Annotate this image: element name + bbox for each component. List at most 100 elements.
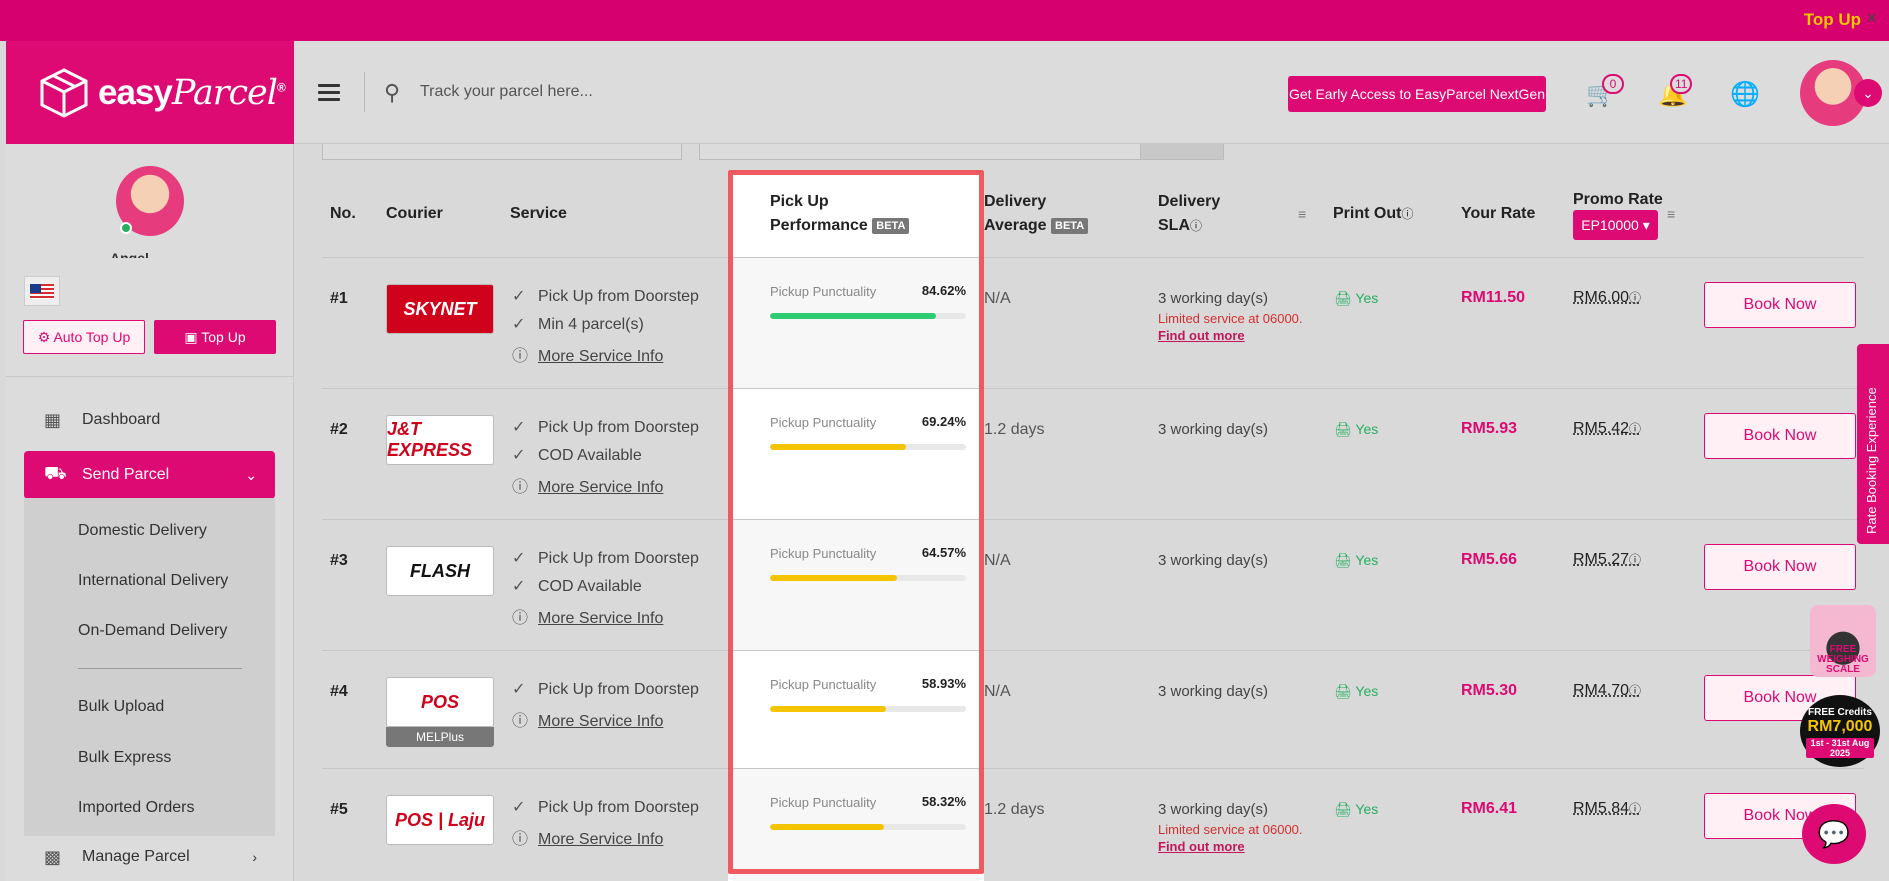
book-now-button[interactable]: Book Now [1704,544,1856,590]
top-up-link[interactable]: Top Up [1803,10,1861,29]
pickup-punctuality: Pickup Punctuality 58.32% [770,794,966,830]
promo-rate[interactable]: RM5.42ⓘ [1573,420,1642,437]
menu-icon[interactable] [318,84,340,101]
check-icon: ✓ [512,419,526,436]
pickup-row-bg [733,650,979,781]
print-out: 🖨 Yes [1334,801,1379,817]
pickup-punctuality-label: Pickup Punctuality [770,546,877,561]
promo-rate[interactable]: RM5.84ⓘ [1573,800,1642,817]
sidebar-item-dashboard[interactable]: ▦ Dashboard [44,409,161,430]
find-out-more-link[interactable]: Find out more [1158,839,1245,854]
header-your-rate: Your Rate [1461,205,1536,222]
more-service-info-link[interactable]: ⓘ More Service Info [512,473,663,497]
pickup-punctuality-label: Pickup Punctuality [770,415,877,430]
search-input[interactable] [420,76,1020,108]
pickup-progress-fill [770,444,906,450]
filter-field-1[interactable] [322,144,682,160]
promo-rate[interactable]: RM5.27ⓘ [1573,551,1642,568]
sort-icon[interactable]: ≡ [1667,206,1676,222]
sidebar-item-manage-parcel[interactable]: ▩ Manage Parcel › [44,846,257,867]
top-up-button[interactable]: ▣ Top Up [154,320,276,354]
delivery-sla: 3 working day(s) Limited service at 06000… [1158,290,1303,343]
filter-button[interactable] [1140,144,1224,160]
info-icon: ⓘ [1629,553,1642,567]
pickup-punctuality-label: Pickup Punctuality [770,284,877,299]
pickup-punctuality-value: 69.24% [921,414,966,429]
printer-icon: 🖨 [1334,552,1352,568]
notification-count-badge: 11 [1670,74,1693,94]
filter-field-2[interactable] [699,144,1141,160]
pickup-punctuality: Pickup Punctuality 64.57% [770,545,966,581]
sidebar-sub-international[interactable]: International Delivery [78,572,229,589]
dashboard-icon: ▦ [44,409,62,430]
more-service-info-link[interactable]: ⓘ More Service Info [512,825,663,849]
check-icon: ✓ [512,681,526,698]
table-row: #2 J&T EXPRESS ✓ Pick Up from Doorstep ✓ CO… [322,388,1864,519]
more-service-info-link[interactable]: ⓘ More Service Info [512,342,663,366]
service-item: ✓ Pick Up from Doorstep [512,550,699,567]
pickup-punctuality: Pickup Punctuality 84.62% [770,283,966,319]
check-icon: ✓ [512,447,526,464]
user-name: Angel [110,250,149,258]
early-access-button[interactable]: Get Early Access to EasyParcel NextGen [1288,76,1546,112]
delivery-average: N/A [984,552,1011,569]
free-credits-badge: FREE Credits RM7,000 1st - 31st Aug 2025 [1800,695,1880,767]
chevron-down-icon[interactable]: ⌄ [1854,79,1882,107]
delivery-sla: 3 working day(s) [1158,683,1269,700]
info-icon: ⓘ [1190,219,1203,233]
chat-icon[interactable]: 💬 [1802,804,1866,864]
more-service-info-link[interactable]: ⓘ More Service Info [512,707,663,731]
header-promo-rate: Promo Rate [1573,191,1663,208]
book-now-button[interactable]: Book Now [1704,282,1856,328]
auto-top-up-button[interactable]: ⚙ Auto Top Up [23,320,145,354]
highlight-frame [728,170,984,874]
header-service: Service [510,205,567,222]
sort-icon[interactable]: ≡ [1298,206,1307,222]
service-item: ✓ Min 4 parcel(s) [512,316,644,333]
delivery-average: N/A [984,683,1011,700]
sidebar-sub-domestic[interactable]: Domestic Delivery [78,522,207,539]
rate-booking-experience-tab[interactable]: Rate Booking Experience [1857,344,1889,544]
promo-rate[interactable]: RM4.70ⓘ [1573,682,1642,699]
sidebar-sub-bulk-upload[interactable]: Bulk Upload [78,698,165,715]
globe-icon[interactable]: 🌐 [1730,81,1760,108]
info-icon: ⓘ [1629,684,1642,698]
pickup-punctuality-value: 84.62% [921,283,966,298]
print-out: 🖨 Yes [1334,552,1379,568]
find-out-more-link[interactable]: Find out more [1158,328,1245,343]
sidebar-sub-on-demand[interactable]: On-Demand Delivery [78,622,228,639]
pickup-punctuality: Pickup Punctuality 69.24% [770,414,966,450]
table-row: #3 FLASH ✓ Pick Up from Doorstep ✓ COD Avai… [322,519,1864,650]
promo-code-dropdown[interactable]: EP10000 ▾ [1573,210,1658,240]
cube-logo-icon [40,67,88,118]
brand-logo[interactable]: easyParcel® [6,41,294,144]
print-out: 🖨 Yes [1334,683,1379,699]
info-icon: ⓘ [1629,422,1642,436]
row-number: #1 [330,290,348,307]
your-rate: RM5.30 [1461,682,1518,699]
pickup-progress-bar [770,706,966,712]
header-divider [364,72,365,112]
sidebar-sub-imported-orders[interactable]: Imported Orders [78,799,195,816]
your-rate: RM5.93 [1461,420,1518,437]
pickup-punctuality-label: Pickup Punctuality [770,795,877,810]
pickup-progress-fill [770,824,885,830]
delivery-sla: 3 working day(s) [1158,421,1269,438]
info-icon: ⓘ [512,831,529,848]
more-service-info-link[interactable]: ⓘ More Service Info [512,604,663,628]
close-icon[interactable]: × [1866,8,1877,28]
malaysia-flag-icon[interactable] [24,276,60,306]
submenu-divider [78,668,242,669]
sidebar-item-send-parcel[interactable]: ⛟ Send Parcel ⌄ [24,451,275,499]
check-icon: ✓ [512,578,526,595]
promo-rate[interactable]: RM6.00ⓘ [1573,289,1642,306]
chevron-down-icon: ⌄ [245,466,257,483]
sidebar-sub-bulk-express[interactable]: Bulk Express [78,749,172,766]
promo-floating-banner[interactable]: FREE WEIGHING SCALE FREE Credits RM7,000… [1800,605,1880,770]
online-status-dot [120,222,132,234]
book-now-button[interactable]: Book Now [1704,413,1856,459]
top-bar: Top Up × [0,0,1889,41]
header-courier: Courier [386,205,443,222]
print-out: 🖨 Yes [1334,421,1379,437]
courier-logo: SKYNET [386,284,494,334]
